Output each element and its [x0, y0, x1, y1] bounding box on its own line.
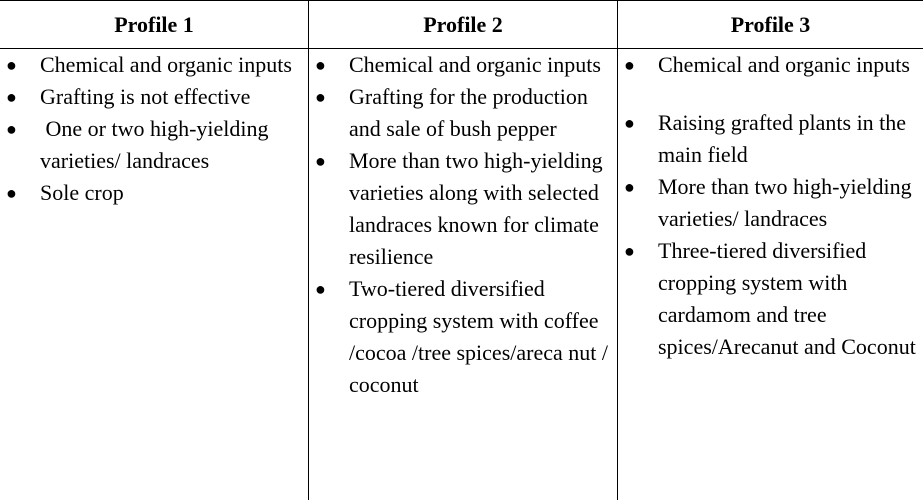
list-item: ● One or two high-yielding varieties/ la… — [0, 113, 308, 177]
list-item: ● Chemical and organic inputs — [0, 49, 308, 81]
list-item-text: Two-tiered diversified cropping system w… — [349, 276, 608, 397]
list-item: ● Sole crop — [0, 177, 308, 209]
bullet-icon: ● — [6, 183, 17, 203]
bullet-icon: ● — [315, 151, 326, 171]
header-divider — [0, 48, 923, 49]
bullet-icon: ● — [624, 113, 635, 133]
list-item-text: Grafting is not effective — [40, 84, 251, 109]
list-item: ● More than two high-yielding varieties … — [309, 145, 617, 273]
bullet-icon: ● — [624, 177, 635, 197]
list-item-text: More than two high-yielding varieties/ l… — [658, 174, 912, 231]
list-item-text: One or two high-yielding varieties/ land… — [40, 116, 275, 173]
list-item: ● Chemical and organic inputs — [309, 49, 617, 81]
list-item: ● Two-tiered diversified cropping system… — [309, 273, 617, 401]
list-item-text: Chemical and organic inputs — [658, 52, 910, 77]
bullet-icon: ● — [6, 55, 17, 75]
header-profile-1: Profile 1 — [114, 11, 194, 37]
column-divider-2 — [617, 1, 618, 500]
bullet-icon: ● — [624, 241, 635, 261]
bullet-icon: ● — [315, 279, 326, 299]
list-item: ● Chemical and organic inputs — [618, 49, 923, 81]
profile-1-list: ● Chemical and organic inputs ● Grafting… — [0, 49, 308, 209]
list-item-text: Raising grafted plants in the main field — [658, 110, 907, 167]
header-profile-3: Profile 3 — [730, 11, 811, 37]
spacer — [618, 81, 923, 107]
list-item: ● Grafting is not effective — [0, 81, 308, 113]
profile-3-list: ● Chemical and organic inputs ● Raising … — [618, 49, 923, 363]
list-item-text: More than two high-yielding varieties al… — [349, 148, 603, 269]
bullet-icon: ● — [315, 87, 326, 107]
bullet-icon: ● — [6, 87, 17, 107]
column-divider-1 — [308, 1, 309, 500]
list-item-text: Grafting for the production and sale of … — [349, 84, 588, 141]
list-item: ● More than two high-yielding varieties/… — [618, 171, 923, 235]
profile-2-list: ● Chemical and organic inputs ● Grafting… — [309, 49, 617, 401]
list-item: ● Grafting for the production and sale o… — [309, 81, 617, 145]
header-profile-2: Profile 2 — [423, 11, 503, 37]
list-item-text: Chemical and organic inputs — [40, 52, 292, 77]
bullet-icon: ● — [6, 119, 17, 139]
list-item: ● Three-tiered diversified cropping syst… — [618, 235, 923, 363]
list-item-text: Sole crop — [40, 180, 124, 205]
bullet-icon: ● — [315, 55, 326, 75]
list-item: ● Raising grafted plants in the main fie… — [618, 107, 923, 171]
bullet-icon: ● — [624, 55, 635, 75]
list-item-text: Chemical and organic inputs — [349, 52, 601, 77]
list-item-text: Three-tiered diversified cropping system… — [658, 238, 916, 359]
